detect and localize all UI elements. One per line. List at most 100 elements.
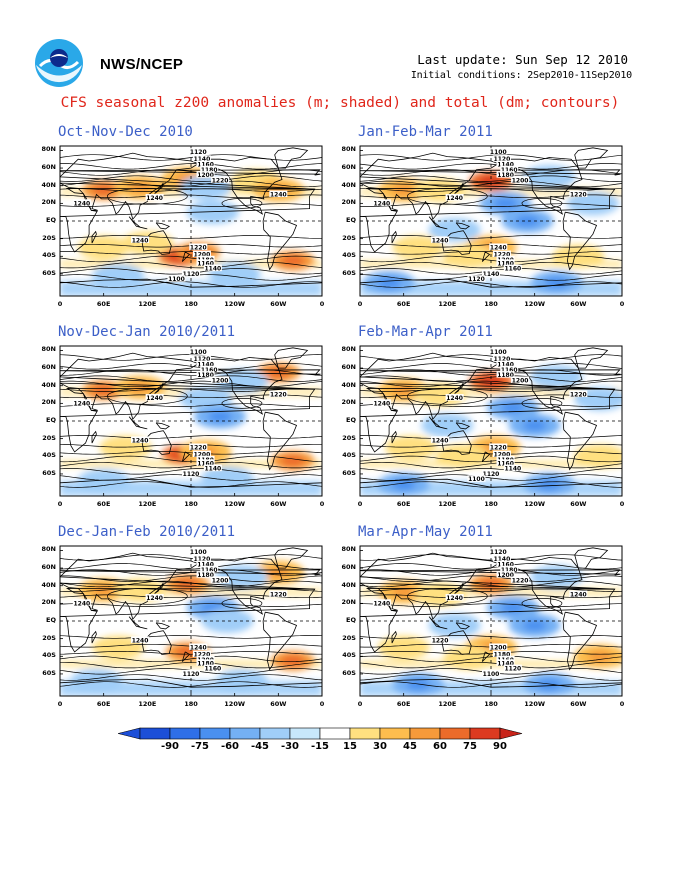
contour-label: 1240 [146,595,163,602]
contour-label: 1180 [197,660,214,667]
continent-outline [562,411,598,471]
contour-label: 1160 [197,460,214,467]
colorbar-label: -30 [281,741,299,752]
contour-line [360,175,622,182]
lon-tick-label: 120W [524,500,545,508]
colorbar-label: -45 [251,741,269,752]
contour-label-bg [503,264,522,272]
lon-tick-label: 180 [184,700,198,708]
contour-label-bg [269,390,288,398]
contour-label: 1180 [494,652,511,659]
continent-outline [60,352,315,421]
contour-label-bg [196,560,215,568]
lon-tick-label: 0 [320,500,325,508]
anomaly-blob [428,613,481,638]
continent-outline [455,622,471,630]
contour-line [60,251,322,255]
contour-label-bg [269,590,288,598]
contour-label: 1140 [494,556,511,563]
lat-tick-label: EQ [46,216,56,224]
colorbar-arrow-left [118,727,141,740]
contour-label-bg [492,155,511,162]
lat-axis [360,150,363,275]
lat-tick-label: 60S [42,668,56,677]
panel-3: Nov-Dec-Jan 2010/2011 1100 1120 1140 1160 118… [42,324,358,508]
colorbar-segment [229,727,261,740]
contour-label: 1240 [73,600,90,607]
lat-tick-label: EQ [46,416,56,424]
contour-label-bg [445,394,464,401]
contour-label-bg [192,355,211,362]
contour-label-bg [496,655,515,663]
lat-tick-label: 60S [342,468,356,477]
contour-label-bg [496,259,515,266]
contour-label-bg [569,590,588,598]
continent-outline [262,611,298,671]
contour-line [60,180,322,188]
contour-line [60,175,322,182]
colorbar-segment [349,727,381,740]
contour-label: 1240 [373,200,390,207]
anomaly-core [391,384,416,396]
contour-labels: 1100112011401160118012001220124012401240… [372,348,588,483]
contour-label-bg [269,190,288,198]
continent-outline [360,278,622,288]
lat-tick-label: EQ [46,616,56,624]
contour-label: 1200 [194,252,211,259]
lon-tick-label: 180 [484,300,498,308]
anomaly-core [175,578,200,590]
continent-outline [60,152,315,221]
anomaly-blob [92,263,145,288]
continent-outline [60,369,321,376]
contour-label-bg [72,399,91,406]
contour-label: 1240 [190,644,207,651]
contour-line [221,398,263,409]
contour-label-bg [500,565,519,573]
contour-label: 1180 [497,260,514,267]
lat-tick-label: 40N [341,580,357,589]
lat-tick-label: 20N [41,198,57,207]
map-plot: 1100112011401160118012001220124012401240… [58,545,325,708]
lat-axis [60,350,63,475]
contour-label-bg [503,664,522,672]
anomaly-core [588,650,613,662]
contour-label: 1120 [194,556,211,563]
contour-label-bg [496,459,515,466]
lat-tick-label: 60N [341,563,357,572]
contour-line [221,598,263,609]
colorbar-label: -75 [191,741,209,752]
contour-label: 1220 [432,637,449,644]
anomaly-core [537,479,562,491]
lon-tick-label: 180 [184,300,198,308]
contour-label: 1100 [190,549,207,556]
panel-title: Feb-Mar-Apr 2011 [358,324,493,340]
contour-label-bg [489,548,508,555]
contour-label-bg [189,148,208,155]
anomaly-blob [523,164,576,189]
contour-label: 1240 [373,400,390,407]
contour-label: 1140 [197,562,214,569]
lat-tick-label: 40N [41,180,57,189]
colorbar-label: 60 [433,741,447,752]
anomaly-blob [530,364,583,389]
contour-label-bg [72,199,91,206]
lat-tick-label: 20N [41,398,57,407]
contour-line [360,588,622,592]
continent-outline [91,430,97,444]
coastlines [60,547,322,688]
contour-label: 1160 [497,460,514,467]
coastlines [60,147,322,288]
contour-label: 1100 [490,349,507,356]
colorbar-segment [139,727,171,740]
contour-label-bg [496,455,515,463]
contour-label: 1120 [190,149,207,156]
lon-tick-label: 120E [138,700,156,708]
lat-tick-label: 40N [41,580,57,589]
contour-label-bg [192,555,211,562]
contour-label-bg [496,659,515,666]
lon-tick-label: 0 [58,500,63,508]
contour-label: 1240 [432,237,449,244]
contour-label-bg [431,636,450,643]
contour-label: 1200 [197,172,214,179]
continent-outline [201,557,283,615]
